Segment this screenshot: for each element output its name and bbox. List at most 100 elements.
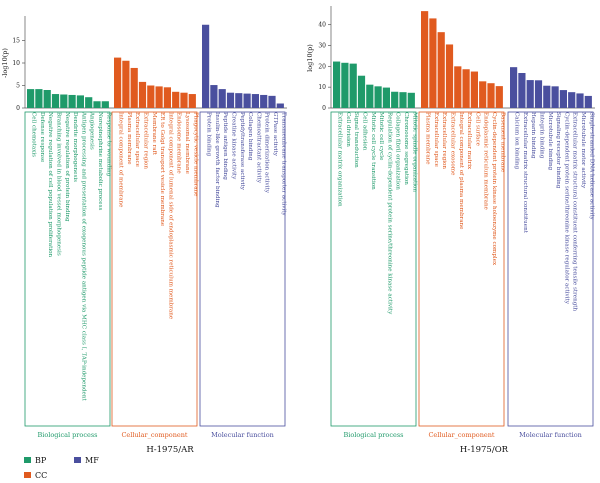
bar-cc	[429, 18, 437, 109]
term-label: Angiogenesis	[89, 111, 95, 150]
bar-bp	[374, 86, 382, 108]
bar-bp	[333, 61, 341, 108]
bar-cc	[495, 86, 503, 108]
y-tick-label: 20	[318, 63, 326, 70]
bar-mf	[260, 94, 268, 108]
bar-mf	[526, 80, 534, 108]
bar-bp	[27, 89, 35, 108]
term-label: Membrane raft	[151, 112, 157, 156]
term-label: Microtubule motor activity	[580, 112, 586, 189]
bar-bp	[341, 62, 349, 108]
bar-cc	[172, 91, 180, 108]
y-tick-label: 30	[318, 43, 326, 50]
group-label-mf: Molecular function	[519, 431, 582, 439]
bar-mf	[243, 93, 251, 108]
y-tick-label: 10	[12, 60, 20, 67]
term-label: GTPase activity	[272, 112, 278, 157]
bar-mf	[218, 89, 226, 108]
bar-bp	[101, 101, 109, 108]
bar-cc	[130, 67, 138, 108]
term-label: Extracellular matrix	[466, 112, 472, 170]
term-label: Plasma membrane	[425, 112, 431, 165]
bar-mf	[251, 94, 259, 108]
bar-bp	[60, 94, 68, 108]
term-label: Integral component of lumenal side of en…	[167, 112, 173, 320]
chart-panel-1: 0 5 10 15-log10(p) Cell chemotaxis Defense re…	[1, 16, 287, 455]
bar-mf	[202, 24, 210, 108]
bar-mf	[576, 93, 584, 108]
bar-bp	[382, 87, 390, 108]
term-label: Collagen fibril organization	[395, 112, 401, 190]
bar-cc	[155, 86, 163, 108]
bar-cc	[180, 92, 188, 108]
term-label: Response to wounding	[105, 112, 111, 177]
group-bracket-mf	[507, 111, 594, 427]
bar-bp	[43, 90, 51, 108]
term-label: Extracellular region	[143, 112, 149, 169]
bar-bp	[76, 95, 84, 108]
term-label: Cyclin-dependent protein kinase holoenzy…	[491, 112, 497, 266]
bar-cc	[421, 11, 429, 108]
term-label: Microtubule binding	[547, 112, 553, 171]
term-label: Protein dimerization activity	[264, 112, 270, 194]
term-label: Branching involved in blood vessel morph…	[56, 112, 62, 256]
term-label: Endosome membrane	[176, 112, 182, 174]
bar-mf	[518, 73, 526, 108]
bar-cc	[188, 94, 196, 108]
bar-cc	[470, 71, 478, 108]
bar-cc	[147, 85, 155, 108]
term-label: Chromosome segregation	[403, 112, 409, 185]
term-label: Peptide antigen binding	[222, 112, 228, 180]
bar-cc	[462, 69, 470, 108]
term-label: Mitotic spindle organization	[411, 112, 417, 192]
bar-cc	[114, 57, 122, 108]
y-axis-title: -log10(p)	[1, 48, 9, 78]
bar-cc	[138, 81, 147, 108]
bar-mf	[268, 95, 276, 108]
y-tick-label: 0	[322, 105, 326, 112]
y-tick-label: 5	[16, 83, 20, 90]
term-label: Signaling receptor binding	[555, 112, 561, 189]
term-label: Integral component of membrane	[118, 112, 124, 208]
y-axis-title: log10(p)	[306, 44, 314, 72]
legend: BP CC MF	[24, 456, 99, 480]
term-label: Extracellular region	[441, 112, 447, 169]
bar-cc	[445, 44, 454, 108]
legend-label-mf: MF	[85, 456, 99, 465]
bar-mf	[210, 85, 218, 108]
chart-panel-2: 0 10 20 30 40 log10(p) Extracellular matrix or…	[306, 6, 595, 455]
bar-bp	[68, 94, 76, 108]
legend-label-cc: CC	[35, 471, 47, 480]
legend-label-bp: BP	[35, 456, 47, 465]
term-label: ER to Golgi transport vesicle membrane	[159, 112, 165, 227]
term-label: Insulin-like growth factor binding	[214, 112, 220, 208]
group-bracket-bp	[330, 111, 417, 427]
group-label-bp: Biological process	[37, 431, 97, 439]
bar-mf	[235, 93, 243, 108]
term-label: Cell adhesion	[362, 112, 368, 151]
term-label: Basement membrane	[499, 112, 505, 173]
bar-mf	[543, 85, 551, 108]
bar-bp	[51, 94, 60, 108]
term-label: Calcium ion binding	[514, 112, 520, 169]
bar-cc	[487, 83, 495, 108]
bar-mf	[226, 92, 235, 108]
legend-swatch-bp	[24, 457, 31, 463]
legend-swatch-mf	[74, 457, 81, 463]
term-label: Collagen binding	[247, 112, 253, 161]
term-label: Extracellular exosome	[450, 112, 456, 176]
y-tick-label: 0	[16, 105, 20, 112]
term-label: Negative regulation of protein binding	[64, 112, 70, 222]
term-label: Single-stranded DNA helicase activity	[588, 112, 594, 221]
term-label: Creatine kinase activity	[231, 112, 237, 180]
term-label: Endoplasmic reticulum membrane	[483, 112, 489, 211]
bar-bp	[366, 84, 374, 108]
term-label: Extracellular matrix structural constitu…	[522, 112, 528, 234]
term-label: Regulation of cyclin-dependent protein s…	[386, 112, 392, 315]
term-label: Peptidyltransferase activity	[239, 112, 245, 191]
bar-mf	[551, 86, 559, 108]
term-label: Extracellular space	[433, 112, 439, 168]
group-label-bp: Biological process	[343, 431, 403, 439]
group-label-cc: Cellular_component	[121, 431, 187, 439]
